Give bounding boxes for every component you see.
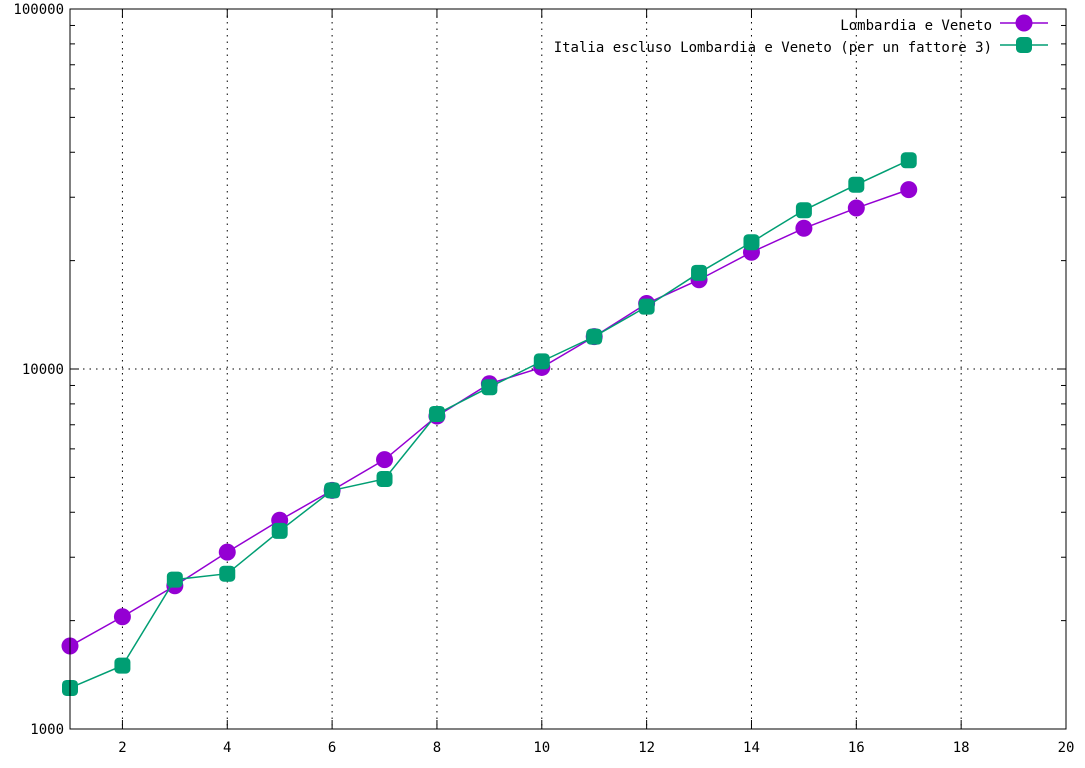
x-tick-label: 18 [953,740,970,756]
data-point [166,571,183,588]
x-tick-label: 14 [743,740,760,756]
data-point [795,202,812,219]
x-tick-label: 16 [848,740,865,756]
data-point [271,522,288,539]
data-point [533,353,550,370]
x-tick-label: 2 [118,740,126,756]
legend-swatch-marker [1015,14,1033,32]
legend-label-lombardia: Lombardia e Veneto [840,18,992,34]
legend-label-italia: Italia escluso Lombardia e Veneto (per u… [554,40,992,56]
series-italia [62,152,917,696]
data-point [324,482,341,499]
data-point [743,234,760,251]
data-point [481,379,498,396]
data-point [638,298,655,315]
x-tick-label: 4 [223,740,231,756]
data-point [376,470,393,487]
x-tick-label: 12 [638,740,655,756]
y-tick-label: 10000 [22,362,64,378]
x-tick-label: 8 [433,740,441,756]
y-tick-label: 1000 [30,722,64,738]
x-tick-label: 20 [1058,740,1075,756]
data-point [795,219,813,237]
data-point [691,264,708,281]
data-point [376,451,394,469]
data-point [586,328,603,345]
data-point [114,657,131,674]
x-tick-label: 6 [328,740,336,756]
y-tick-labels: 1000 10000 100000 [13,2,64,738]
legend-swatch-marker [1016,37,1032,53]
data-point [847,199,865,217]
x-tick-label: 10 [533,740,550,756]
data-point [900,181,918,199]
data-point [113,608,131,626]
data-point [848,176,865,193]
data-point [219,565,236,582]
plot-border [69,8,1067,730]
data-point [428,405,445,422]
data-point [900,152,917,169]
y-tick-label: 100000 [13,2,64,18]
series-layer [61,152,918,696]
x-tick-labels: 2 4 6 8 10 12 14 16 18 20 [118,740,1074,756]
data-point [218,543,236,561]
legend: Lombardia e Veneto Italia escluso Lombar… [554,14,1048,56]
